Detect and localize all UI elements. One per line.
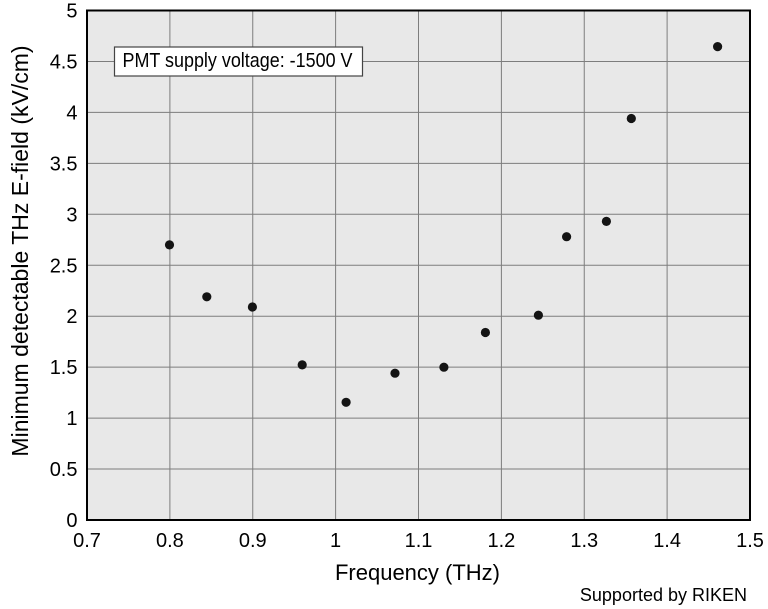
svg-text:Minimum detectable THz E-field: Minimum detectable THz E-field (kV/cm): [7, 45, 33, 456]
svg-text:1: 1: [66, 408, 77, 430]
svg-text:2: 2: [66, 306, 77, 328]
svg-text:Supported by RIKEN: Supported by RIKEN: [580, 585, 747, 605]
svg-text:5: 5: [66, 1, 77, 23]
svg-text:1.1: 1.1: [405, 530, 433, 552]
svg-text:1.4: 1.4: [653, 530, 681, 552]
svg-text:0: 0: [66, 510, 77, 532]
svg-text:1.5: 1.5: [736, 530, 764, 552]
svg-text:3.5: 3.5: [50, 153, 78, 175]
svg-text:0.9: 0.9: [239, 530, 267, 552]
svg-text:0.5: 0.5: [50, 459, 78, 481]
svg-text:Frequency (THz): Frequency (THz): [335, 560, 500, 585]
svg-text:1: 1: [330, 530, 341, 552]
svg-text:0.8: 0.8: [156, 530, 184, 552]
svg-text:1.5: 1.5: [50, 357, 78, 379]
svg-text:0.7: 0.7: [73, 530, 101, 552]
svg-text:3: 3: [66, 204, 77, 226]
svg-text:1.3: 1.3: [570, 530, 598, 552]
svg-text:PMT supply voltage: -1500 V: PMT supply voltage: -1500 V: [123, 50, 354, 72]
svg-text:4.5: 4.5: [50, 51, 78, 73]
svg-text:2.5: 2.5: [50, 255, 78, 277]
svg-text:1.2: 1.2: [487, 530, 515, 552]
svg-text:4: 4: [66, 102, 77, 124]
